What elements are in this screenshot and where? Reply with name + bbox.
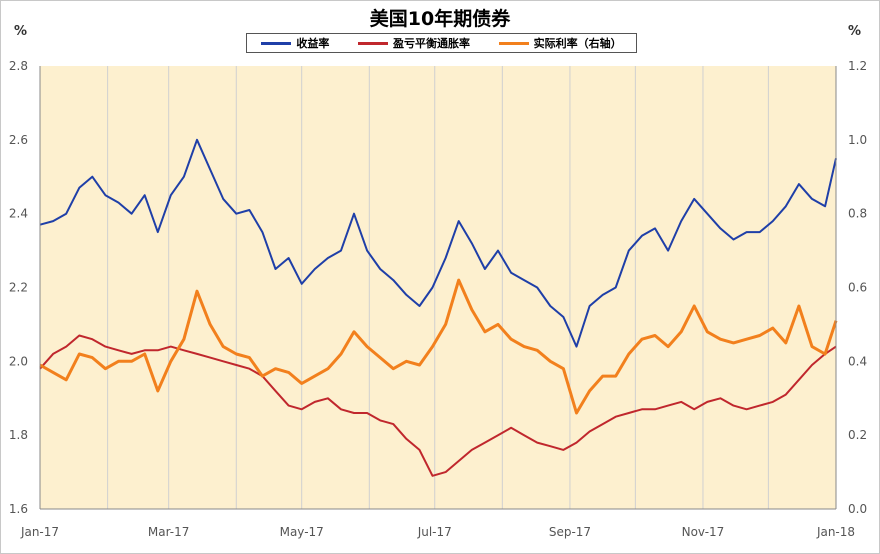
y-right-tick-label: 0.6 bbox=[848, 281, 867, 295]
y-left-tick-label: 1.8 bbox=[9, 428, 28, 442]
y-left-tick-label: 2.6 bbox=[9, 133, 28, 147]
breakeven-line bbox=[39, 334, 837, 477]
y-left-tick-label: 2.2 bbox=[9, 281, 28, 295]
legend-swatch-yield bbox=[261, 41, 292, 45]
y-right-tick-label: 0.8 bbox=[848, 207, 867, 221]
x-tick-label: Jan-17 bbox=[20, 525, 59, 539]
legend-swatch-breakeven bbox=[357, 41, 388, 45]
chart-legend: 收益率 盈亏平衡通胀率 实际利率（右轴） bbox=[246, 33, 637, 53]
y-right-tick-label: 0.2 bbox=[848, 428, 867, 442]
right-axis-unit: % bbox=[848, 24, 862, 39]
y-right-tick-label: 0.4 bbox=[848, 354, 867, 368]
real-rate-line bbox=[39, 278, 838, 415]
x-tick-label: Sep-17 bbox=[549, 525, 591, 539]
y-left-tick-label: 1.6 bbox=[9, 502, 28, 516]
legend-swatch-real-rate bbox=[498, 41, 529, 45]
x-tick-label: Nov-17 bbox=[682, 525, 725, 539]
y-left-tick-label: 2.0 bbox=[9, 354, 28, 368]
legend-item-real-rate: 实际利率（右轴） bbox=[498, 35, 622, 51]
x-tick-label: Jan-18 bbox=[816, 525, 855, 539]
legend-item-yield: 收益率 bbox=[261, 35, 329, 51]
chart-title: 美国10年期债券 bbox=[369, 8, 511, 30]
legend-item-breakeven: 盈亏平衡通胀率 bbox=[357, 35, 470, 51]
y-left-tick-label: 2.4 bbox=[9, 207, 28, 221]
plot-area bbox=[40, 66, 836, 509]
y-right-tick-label: 1.0 bbox=[848, 133, 867, 147]
legend-label-breakeven: 盈亏平衡通胀率 bbox=[392, 37, 470, 50]
legend-label-yield: 收益率 bbox=[296, 37, 330, 50]
legend-label-real-rate: 实际利率（右轴） bbox=[533, 37, 622, 50]
y-right-tick-label: 0.0 bbox=[848, 502, 867, 516]
x-tick-label: Jul-17 bbox=[417, 525, 452, 539]
x-tick-label: Mar-17 bbox=[148, 525, 189, 539]
y-left-tick-label: 2.8 bbox=[9, 59, 28, 73]
yield-line bbox=[39, 138, 837, 348]
left-axis-unit: % bbox=[14, 24, 28, 39]
y-right-tick-label: 1.2 bbox=[848, 59, 867, 73]
x-tick-label: May-17 bbox=[280, 525, 324, 539]
